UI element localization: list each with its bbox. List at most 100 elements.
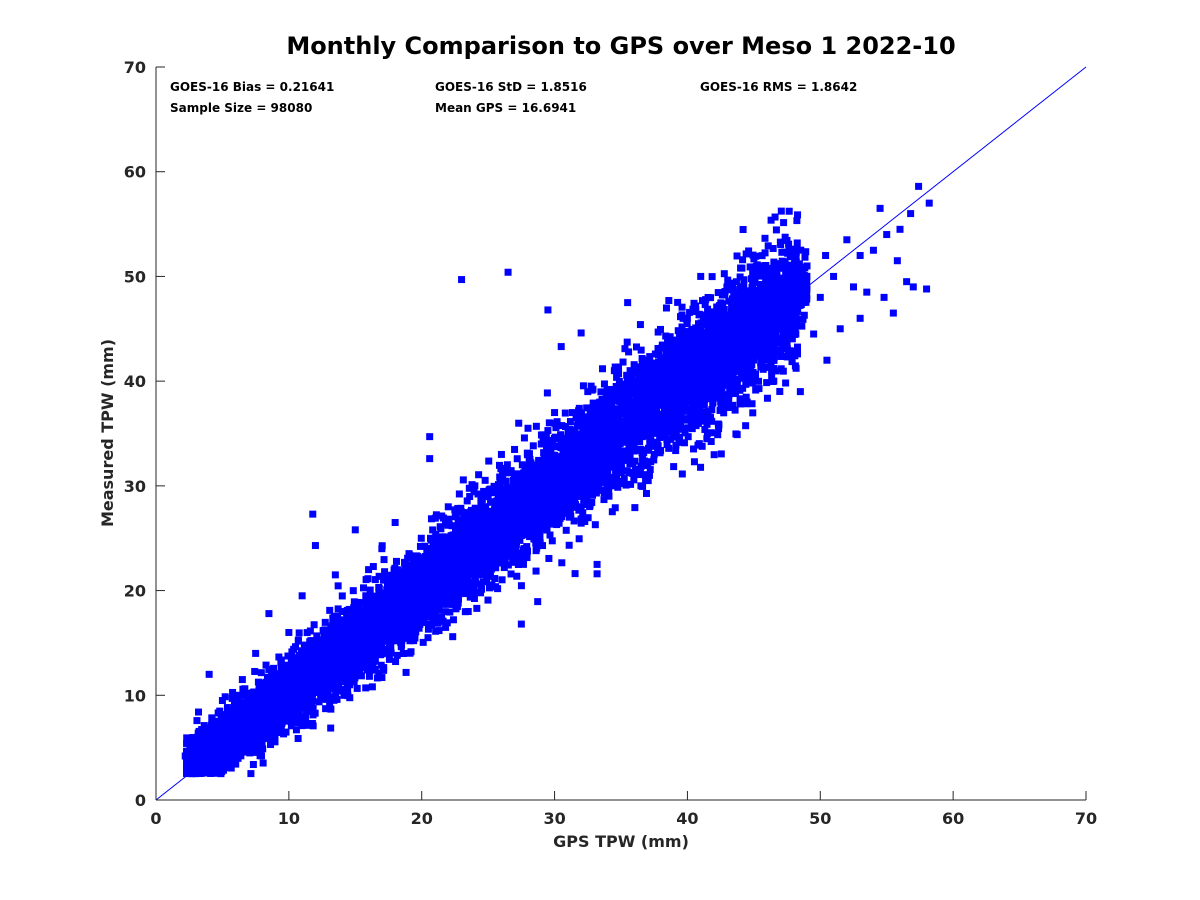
scatter-point	[481, 476, 489, 484]
scatter-point	[720, 409, 728, 417]
scatter-point	[645, 430, 653, 438]
scatter-point	[730, 288, 738, 296]
scatter-point	[332, 689, 340, 697]
scatter-point	[380, 664, 388, 672]
scatter-point	[432, 530, 440, 538]
scatter-point	[232, 695, 240, 703]
scatter-point	[678, 470, 686, 478]
scatter-point	[736, 395, 744, 403]
scatter-point	[455, 490, 463, 498]
scatter-point	[579, 382, 587, 390]
scatter-point	[327, 724, 335, 732]
scatter-point	[731, 406, 739, 414]
scatter-point	[457, 504, 465, 512]
scatter-point	[477, 580, 485, 588]
scatter-point	[265, 665, 273, 673]
scatter-point	[368, 683, 376, 691]
scatter-point	[491, 575, 499, 583]
scatter-point	[637, 346, 645, 354]
scatter-point	[748, 400, 756, 408]
scatter-point	[763, 379, 771, 387]
scatter-point	[739, 226, 747, 234]
scatter-point	[701, 425, 709, 433]
scatter-point	[230, 701, 238, 709]
scatter-point	[725, 297, 733, 305]
scatter-point	[535, 511, 543, 519]
scatter-point	[643, 461, 651, 469]
scatter-point	[725, 391, 733, 399]
scatter-point	[683, 320, 691, 328]
scatter-point	[570, 517, 578, 525]
scatter-point	[665, 444, 673, 452]
scatter-point	[644, 477, 652, 485]
scatter-point	[784, 350, 792, 358]
scatter-point	[412, 564, 420, 572]
scatter-point	[486, 572, 494, 580]
scatter-point	[288, 656, 296, 664]
scatter-point	[697, 463, 705, 471]
scatter-point	[558, 559, 566, 567]
scatter-point	[517, 582, 525, 590]
scatter-point	[544, 427, 552, 435]
scatter-point	[776, 387, 784, 395]
scatter-point	[602, 463, 610, 471]
scatter-point	[625, 443, 633, 451]
scatter-point	[353, 684, 361, 692]
scatter-point	[788, 335, 796, 343]
scatter-point	[344, 685, 352, 693]
scatter-point	[502, 477, 510, 485]
scatter-point	[349, 587, 357, 595]
scatter-point	[488, 581, 496, 589]
scatter-point	[600, 380, 608, 388]
scatter-point	[463, 497, 471, 505]
scatter-point	[572, 413, 580, 421]
scatter-point	[410, 588, 418, 596]
scatter-point	[270, 664, 278, 672]
scatter-point	[561, 409, 569, 417]
scatter-point	[777, 207, 785, 215]
scatter-point	[349, 666, 357, 674]
scatter-point	[452, 578, 460, 586]
scatter-point	[733, 252, 741, 260]
scatter-point	[614, 441, 622, 449]
scatter-point	[762, 356, 770, 364]
scatter-point	[608, 508, 616, 516]
scatter-point	[387, 649, 395, 657]
scatter-point	[688, 325, 696, 333]
scatter-point	[717, 398, 725, 406]
scatter-point	[343, 617, 351, 625]
scatter-point	[249, 761, 257, 769]
scatter-point	[637, 462, 645, 470]
scatter-point	[690, 445, 698, 453]
scatter-point	[363, 663, 371, 671]
scatter-point	[532, 422, 540, 430]
scatter-point	[558, 422, 566, 430]
scatter-point	[381, 568, 389, 576]
scatter-point	[251, 667, 259, 675]
scatter-point	[442, 623, 450, 631]
scatter-point	[328, 685, 336, 693]
scatter-point	[466, 493, 474, 501]
scatter-point	[684, 424, 692, 432]
scatter-point	[717, 450, 725, 458]
scatter-point	[713, 303, 721, 311]
scatter-point	[709, 398, 717, 406]
scatter-point	[724, 276, 732, 284]
scatter-point	[515, 419, 523, 427]
scatter-point	[615, 370, 623, 378]
scatter-point	[700, 401, 708, 409]
scatter-point	[630, 447, 638, 455]
scatter-point	[708, 308, 716, 316]
scatter-point	[434, 619, 442, 627]
scatter-point	[577, 519, 585, 527]
scatter-point	[678, 303, 686, 311]
scatter-point	[708, 406, 716, 414]
scatter-point	[475, 571, 483, 579]
scatter-point	[392, 557, 400, 565]
scatter-point	[622, 481, 630, 489]
scatter-point	[448, 600, 456, 608]
scatter-point	[574, 422, 582, 430]
scatter-point	[514, 549, 522, 557]
scatter-point	[249, 738, 257, 746]
